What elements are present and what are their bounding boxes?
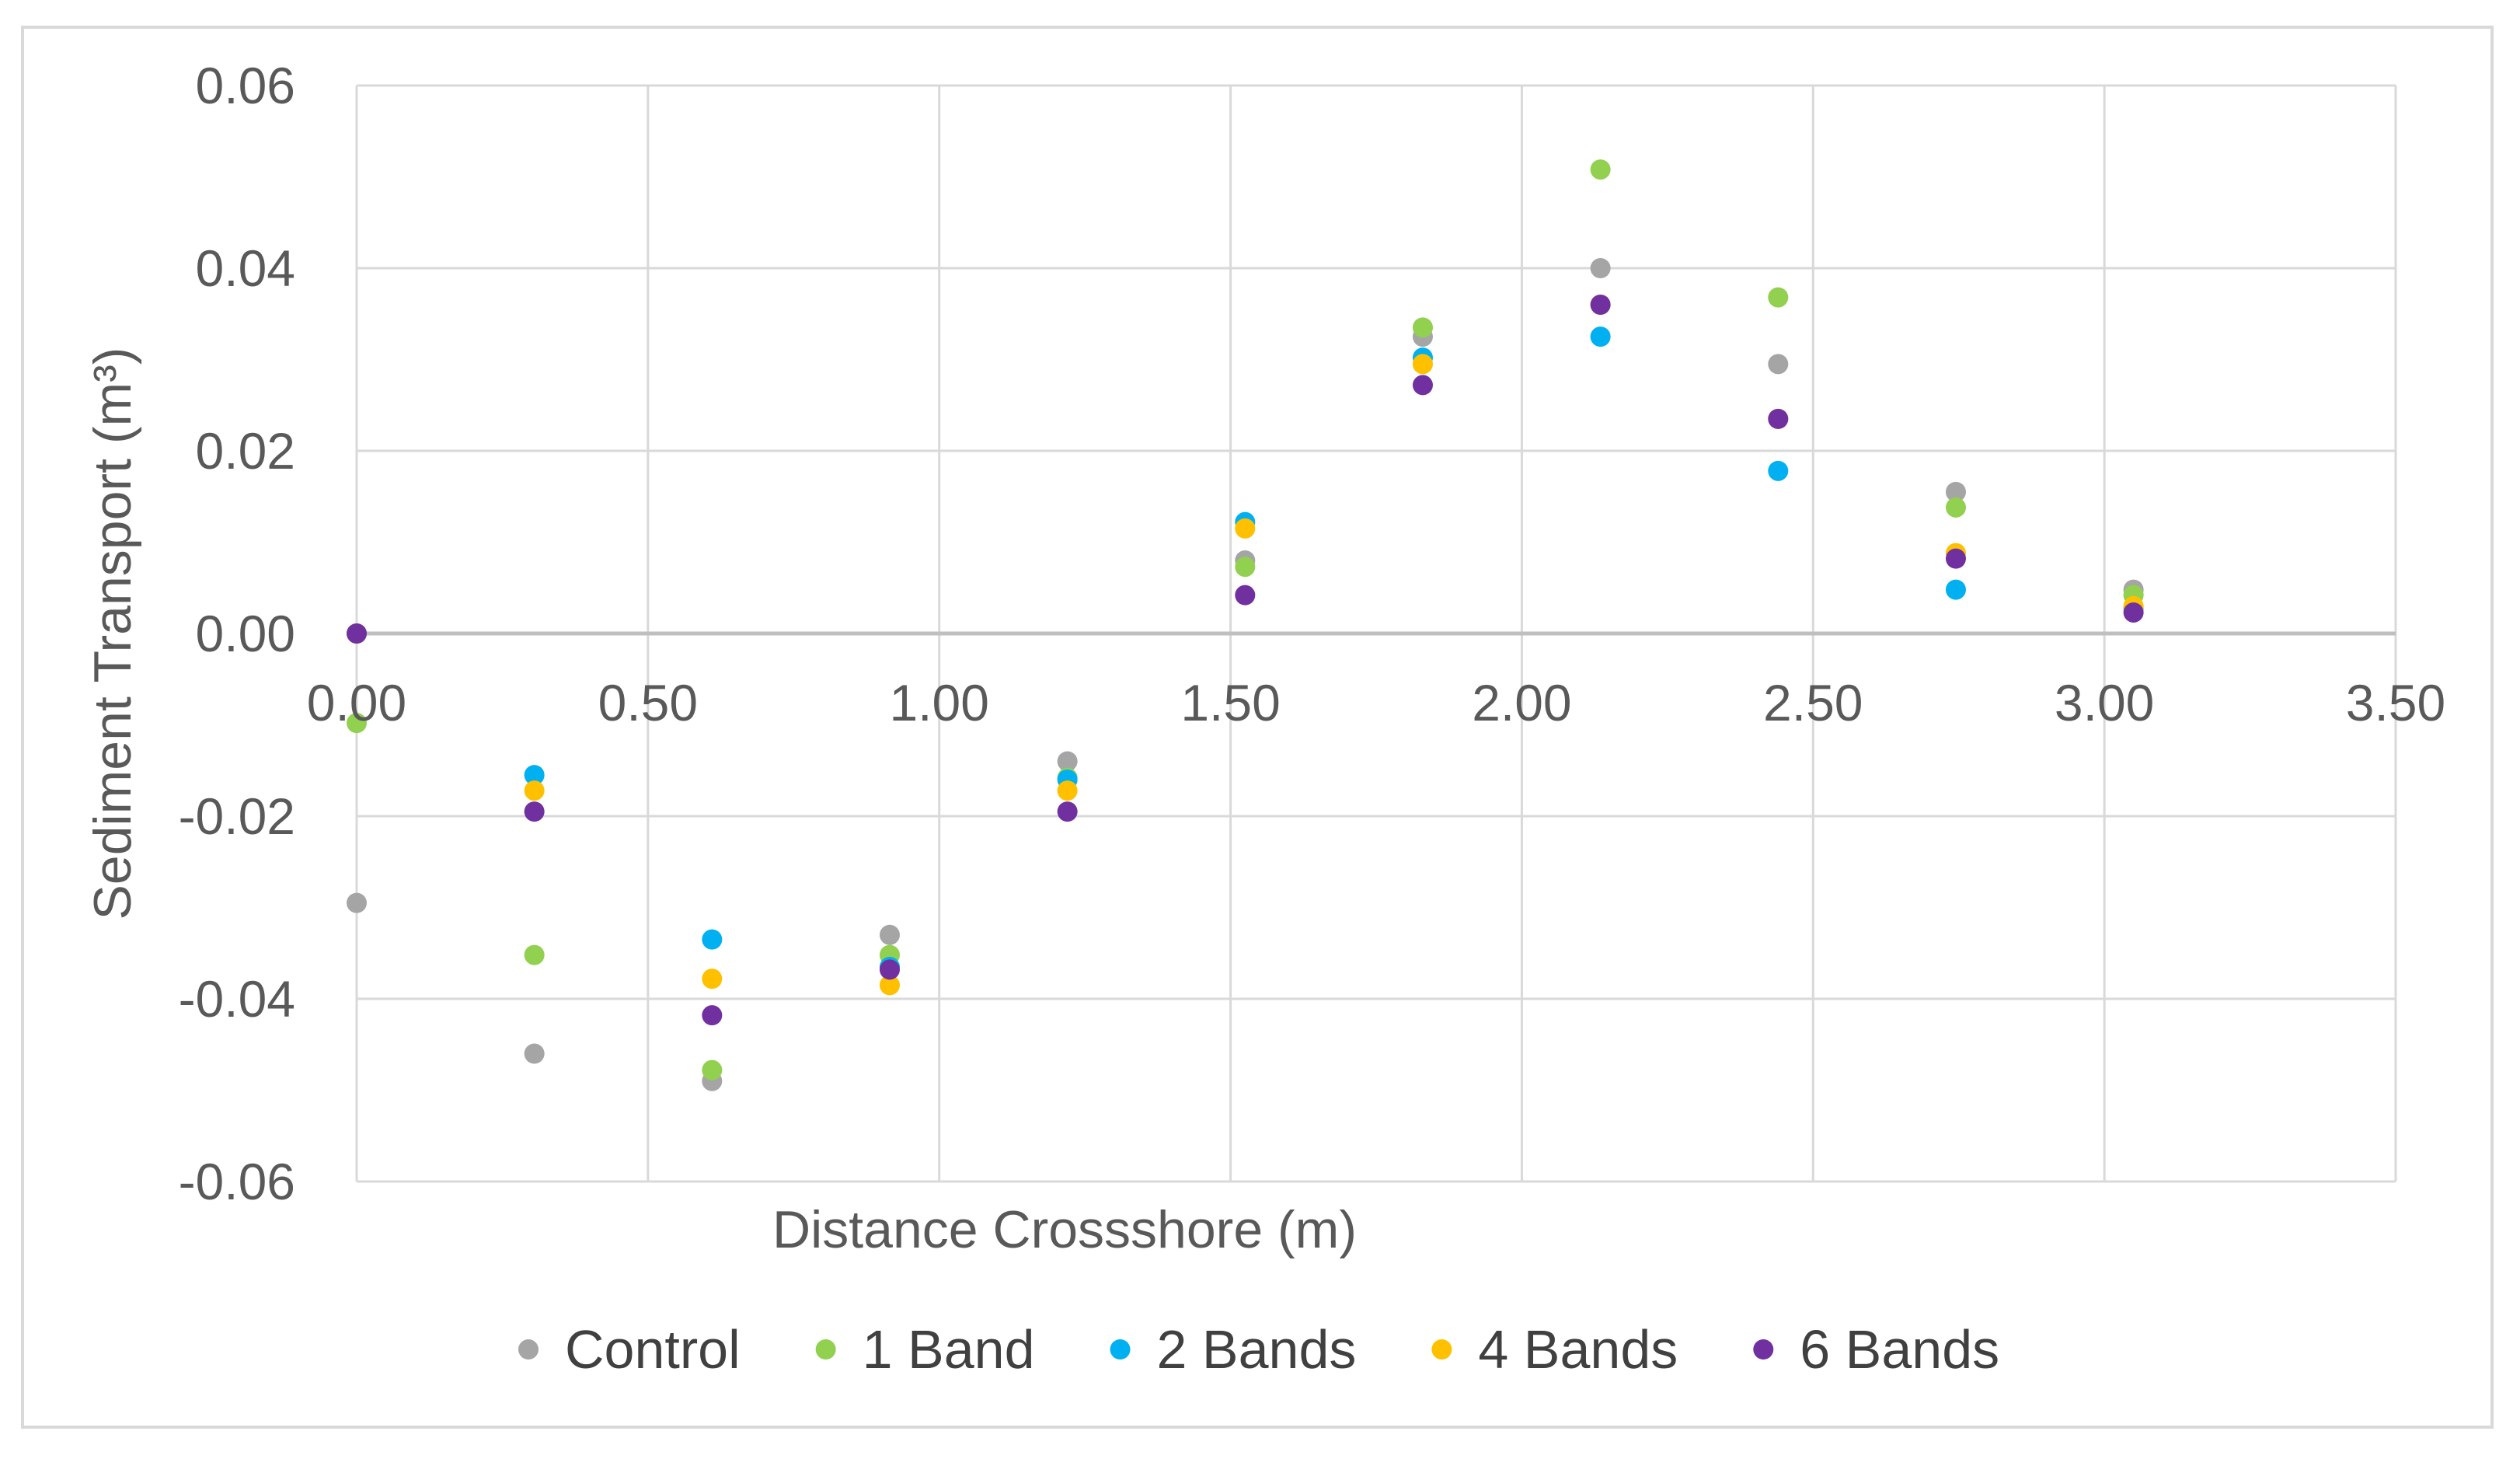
x-tick-label: 0.50 (598, 674, 698, 731)
data-point (1768, 460, 1789, 481)
legend-marker (1753, 1339, 1774, 1360)
tick-labels: 0.00 0.50 1.00 1.50 2.00 2.50 3.00 3.50 0.06 0.04… (179, 57, 2446, 1210)
legend-marker (1431, 1339, 1452, 1360)
series-4-bands (347, 295, 2144, 996)
data-point (347, 892, 367, 913)
data-point (1412, 317, 1433, 338)
data-point (1057, 780, 1078, 801)
data-point (1412, 375, 1433, 396)
legend-item-6-bands: 6 Bands (1753, 1319, 1999, 1380)
legend-marker (518, 1339, 539, 1360)
data-point (1945, 548, 1966, 569)
legend-label: 1 Band (863, 1319, 1035, 1380)
data-point (524, 765, 545, 786)
y-tick-label: -0.06 (179, 1153, 295, 1210)
legend-label: 2 Bands (1157, 1319, 1357, 1380)
legend-label: 4 Bands (1478, 1319, 1678, 1380)
legend-item-4-bands: 4 Bands (1431, 1319, 1678, 1380)
data-points (347, 159, 2144, 1091)
data-point (1590, 295, 1611, 315)
data-point (1235, 585, 1256, 606)
data-point (879, 959, 900, 980)
data-point (1590, 258, 1611, 278)
data-point (1768, 408, 1789, 429)
y-axis-title: Sediment Transport (m³) (83, 347, 142, 920)
data-point (1768, 287, 1789, 308)
data-point (1945, 481, 1966, 502)
y-tick-label: 0.00 (196, 605, 295, 662)
chart-area (21, 26, 2494, 1429)
x-tick-label: 1.50 (1180, 674, 1280, 731)
legend-marker (815, 1339, 836, 1360)
data-point (524, 944, 545, 965)
x-axis-title: Distance Crossshore (m) (772, 1200, 1357, 1259)
data-point (1235, 557, 1256, 578)
legend: Control 1 Band 2 Bands 4 Bands 6 Bands (518, 1319, 1999, 1380)
data-point (702, 1059, 723, 1080)
data-point (524, 801, 545, 822)
data-point (1057, 751, 1078, 772)
x-tick-label: 0.00 (307, 674, 406, 731)
data-point (347, 623, 367, 644)
legend-item-1-band: 1 Band (815, 1319, 1035, 1380)
legend-item-2-bands: 2 Bands (1110, 1319, 1357, 1380)
data-point (879, 975, 900, 996)
gridlines (355, 84, 2397, 1183)
x-tick-label: 3.50 (2346, 674, 2445, 731)
data-point (347, 713, 367, 734)
y-tick-label: -0.04 (179, 970, 295, 1028)
data-point (2123, 602, 2144, 623)
data-point (702, 929, 723, 950)
legend-marker (1110, 1339, 1131, 1360)
data-point (1057, 801, 1078, 822)
x-tick-label: 1.00 (889, 674, 988, 731)
y-tick-label: -0.02 (179, 787, 295, 845)
x-tick-label: 2.00 (1472, 674, 1571, 731)
data-point (702, 969, 723, 990)
legend-item-control: Control (518, 1319, 741, 1380)
y-tick-label: 0.06 (196, 57, 295, 114)
x-tick-label: 3.00 (2055, 674, 2154, 731)
data-point (1768, 354, 1789, 375)
data-point (524, 780, 545, 801)
series-2-bands (347, 326, 2144, 977)
series-1-band (347, 159, 2144, 1080)
data-point (702, 1005, 723, 1026)
data-point (879, 924, 900, 945)
y-tick-label: 0.02 (196, 422, 295, 480)
data-point (1590, 159, 1611, 180)
data-point (1235, 518, 1256, 539)
data-point (1590, 326, 1611, 347)
data-point (1412, 354, 1433, 375)
data-point (1945, 579, 1966, 600)
legend-label: 6 Bands (1800, 1319, 1999, 1380)
x-tick-label: 2.50 (1763, 674, 1863, 731)
y-tick-label: 0.04 (196, 239, 295, 297)
series-6-bands (347, 295, 2144, 1026)
data-point (1945, 497, 1966, 518)
data-point (524, 1043, 545, 1064)
legend-label: Control (565, 1319, 741, 1380)
